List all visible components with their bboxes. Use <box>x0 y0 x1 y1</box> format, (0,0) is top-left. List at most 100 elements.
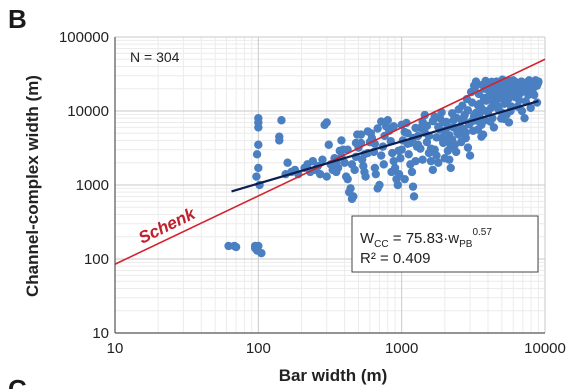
data-point <box>322 118 331 127</box>
y-tick-label: 10000 <box>67 103 109 120</box>
data-point <box>446 142 455 151</box>
data-point <box>389 156 398 166</box>
data-point <box>440 154 450 163</box>
data-point <box>473 125 483 134</box>
x-tick-label: 1000 <box>385 340 418 357</box>
y-tick-label: 10 <box>92 325 109 342</box>
data-point <box>337 136 346 145</box>
data-point <box>389 122 398 131</box>
data-point <box>432 151 441 160</box>
data-point <box>426 156 436 166</box>
data-point <box>492 100 501 110</box>
data-point <box>393 180 403 190</box>
data-point <box>426 144 436 153</box>
data-point <box>403 129 412 138</box>
data-point <box>252 172 261 181</box>
data-point <box>449 116 458 125</box>
data-point <box>422 121 432 131</box>
panel-label: B <box>8 4 27 34</box>
data-point <box>477 132 486 141</box>
data-point <box>370 163 380 173</box>
data-point <box>387 167 396 177</box>
data-point <box>500 114 509 124</box>
y-axis-title: Channel-complex width (m) <box>23 75 42 297</box>
data-point <box>428 165 438 175</box>
data-point <box>356 130 366 139</box>
data-point <box>252 150 262 159</box>
data-point <box>507 78 517 87</box>
next-panel-label: C <box>8 374 27 389</box>
data-point <box>394 146 403 155</box>
data-point <box>224 241 233 251</box>
data-point <box>396 154 405 163</box>
data-point <box>383 116 392 125</box>
data-point <box>445 131 454 140</box>
data-point <box>324 140 333 149</box>
data-point <box>254 123 263 132</box>
data-point <box>371 169 381 179</box>
data-point <box>283 158 292 167</box>
data-point <box>349 192 358 201</box>
data-point <box>351 138 361 148</box>
sample-size-label: N = 304 <box>130 49 180 65</box>
data-point <box>446 163 455 173</box>
data-point <box>346 184 355 193</box>
data-point <box>408 182 418 191</box>
data-point <box>523 77 533 86</box>
data-point <box>361 172 370 181</box>
data-point <box>322 172 331 181</box>
data-point <box>458 101 467 110</box>
y-tick-label: 100000 <box>59 29 109 46</box>
data-point <box>409 192 419 201</box>
data-point <box>475 99 484 109</box>
y-tick-label: 1000 <box>76 177 109 194</box>
axes <box>114 37 545 334</box>
x-axis-title: Bar width (m) <box>279 366 388 385</box>
data-point <box>404 150 413 159</box>
data-point <box>413 140 423 149</box>
data-point <box>318 155 327 164</box>
data-point <box>501 92 510 102</box>
trend-lines <box>114 58 546 265</box>
data-point <box>377 151 386 160</box>
r-squared-text: R² = 0.409 <box>360 250 430 267</box>
x-tick-label: 10000 <box>524 340 566 357</box>
data-point <box>379 160 388 169</box>
data-point <box>434 158 443 167</box>
data-point <box>394 169 404 179</box>
data-point <box>373 124 382 133</box>
data-point <box>377 117 386 126</box>
data-point <box>451 147 461 157</box>
schenk-label: Schenk <box>135 203 199 247</box>
data-point <box>315 169 325 179</box>
data-point <box>447 109 457 118</box>
data-point <box>463 143 473 152</box>
data-point <box>465 151 475 160</box>
data-point <box>254 140 263 149</box>
data-point <box>459 114 468 123</box>
data-point <box>509 91 518 101</box>
x-tick-label: 10 <box>107 340 124 357</box>
data-point <box>471 108 481 118</box>
data-point <box>529 90 539 100</box>
regression-line <box>231 100 539 193</box>
data-point <box>375 180 384 190</box>
x-tick-label: 100 <box>246 340 271 357</box>
tick-labels: 10 100 1000 10000 10 100 1000 10000 100000 <box>59 29 566 357</box>
data-point <box>275 136 284 145</box>
data-point <box>461 128 470 137</box>
data-point <box>437 133 446 143</box>
data-point <box>456 137 466 147</box>
data-point <box>254 163 263 173</box>
data-point <box>231 242 241 252</box>
y-tick-label: 100 <box>84 251 109 268</box>
data-point <box>526 103 535 113</box>
data-point <box>277 116 286 125</box>
equation-box-frame <box>351 215 539 273</box>
equation-box: WCC = 75.83·wPB0.57 R² = 0.409 <box>351 215 539 273</box>
data-point <box>454 130 463 139</box>
data-point <box>400 174 409 184</box>
equation-text: WCC = 75.83·wPB0.57 <box>360 227 492 250</box>
data-point <box>430 112 439 121</box>
